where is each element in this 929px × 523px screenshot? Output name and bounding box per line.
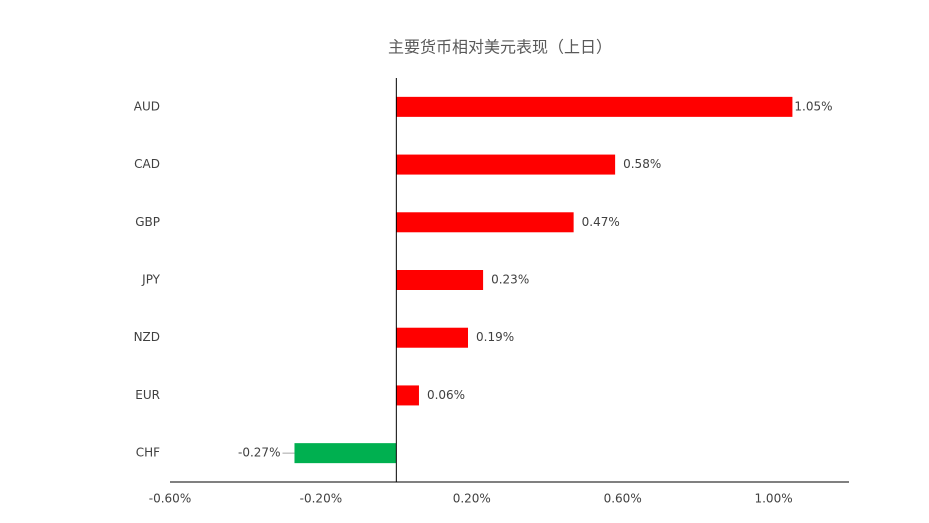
bar [396,327,469,348]
value-label: 1.05% [794,99,832,113]
x-tick-label: 1.00% [754,492,792,506]
x-tick-label: 0.60% [604,492,642,506]
bar [396,154,616,175]
y-tick-label: CAD [134,157,160,171]
y-tick-label: GBP [135,215,160,229]
y-tick-label: CHF [136,446,160,460]
bar [396,385,419,406]
y-tick-label: EUR [135,388,160,402]
value-label: 0.58% [623,157,661,171]
y-tick-label: AUD [134,99,160,113]
value-label: 0.19% [476,330,514,344]
x-tick-label: 0.20% [453,492,491,506]
chart-title: 主要货币相对美元表现（上日） [388,38,612,57]
value-label: -0.27% [238,446,280,460]
y-tick-label: JPY [141,273,161,287]
bar [294,443,397,464]
x-tick-label: -0.60% [149,492,191,506]
value-label: 0.06% [427,388,465,402]
value-label: 0.23% [491,273,529,287]
bar [396,96,793,117]
y-tick-label: NZD [134,330,160,344]
bar [396,212,574,233]
value-label: 0.47% [582,215,620,229]
bar [396,270,484,290]
x-tick-label: -0.20% [300,492,342,506]
